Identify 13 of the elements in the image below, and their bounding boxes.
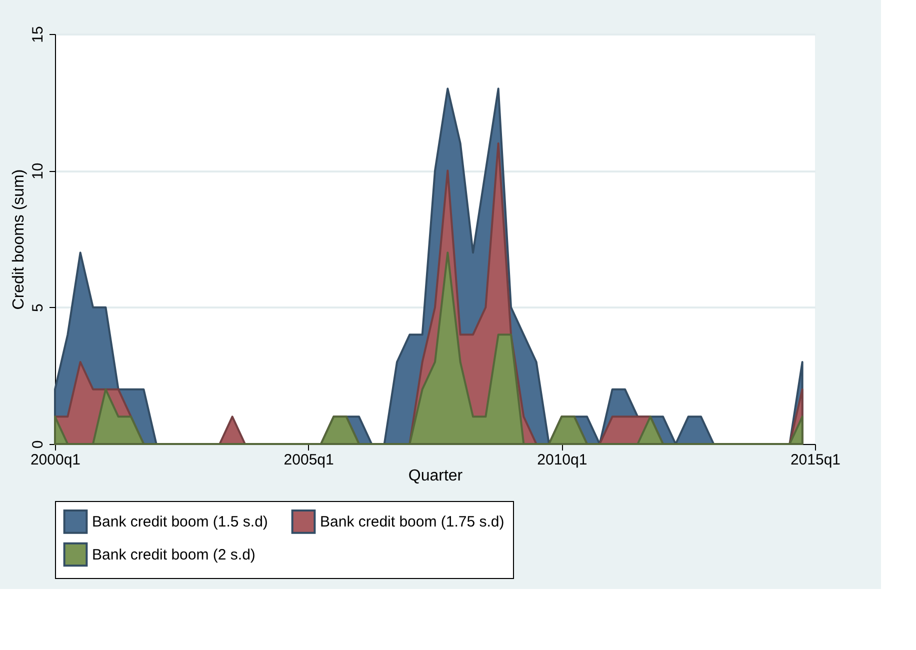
x-tick-label: 2010q1 — [537, 452, 588, 468]
legend-label: Bank credit boom (2 s.d) — [92, 546, 256, 564]
y-tick-label: 5 — [30, 304, 46, 312]
x-tick-label: 2015q1 — [790, 452, 841, 468]
x-tick-label: 2000q1 — [30, 452, 81, 468]
y-tick-label: 15 — [30, 26, 46, 43]
y-tick-label: 0 — [30, 440, 46, 449]
legend-label: Bank credit boom (1.5 s.d) — [92, 514, 268, 531]
x-tick-label: 2005q1 — [284, 452, 334, 468]
x-axis-title: Quarter — [408, 468, 464, 484]
y-tick-label: 10 — [30, 162, 46, 180]
y-axis-title: Credit booms (sum) — [10, 169, 28, 310]
legend-label: Bank credit boom (1.75 s.d) — [320, 514, 504, 531]
